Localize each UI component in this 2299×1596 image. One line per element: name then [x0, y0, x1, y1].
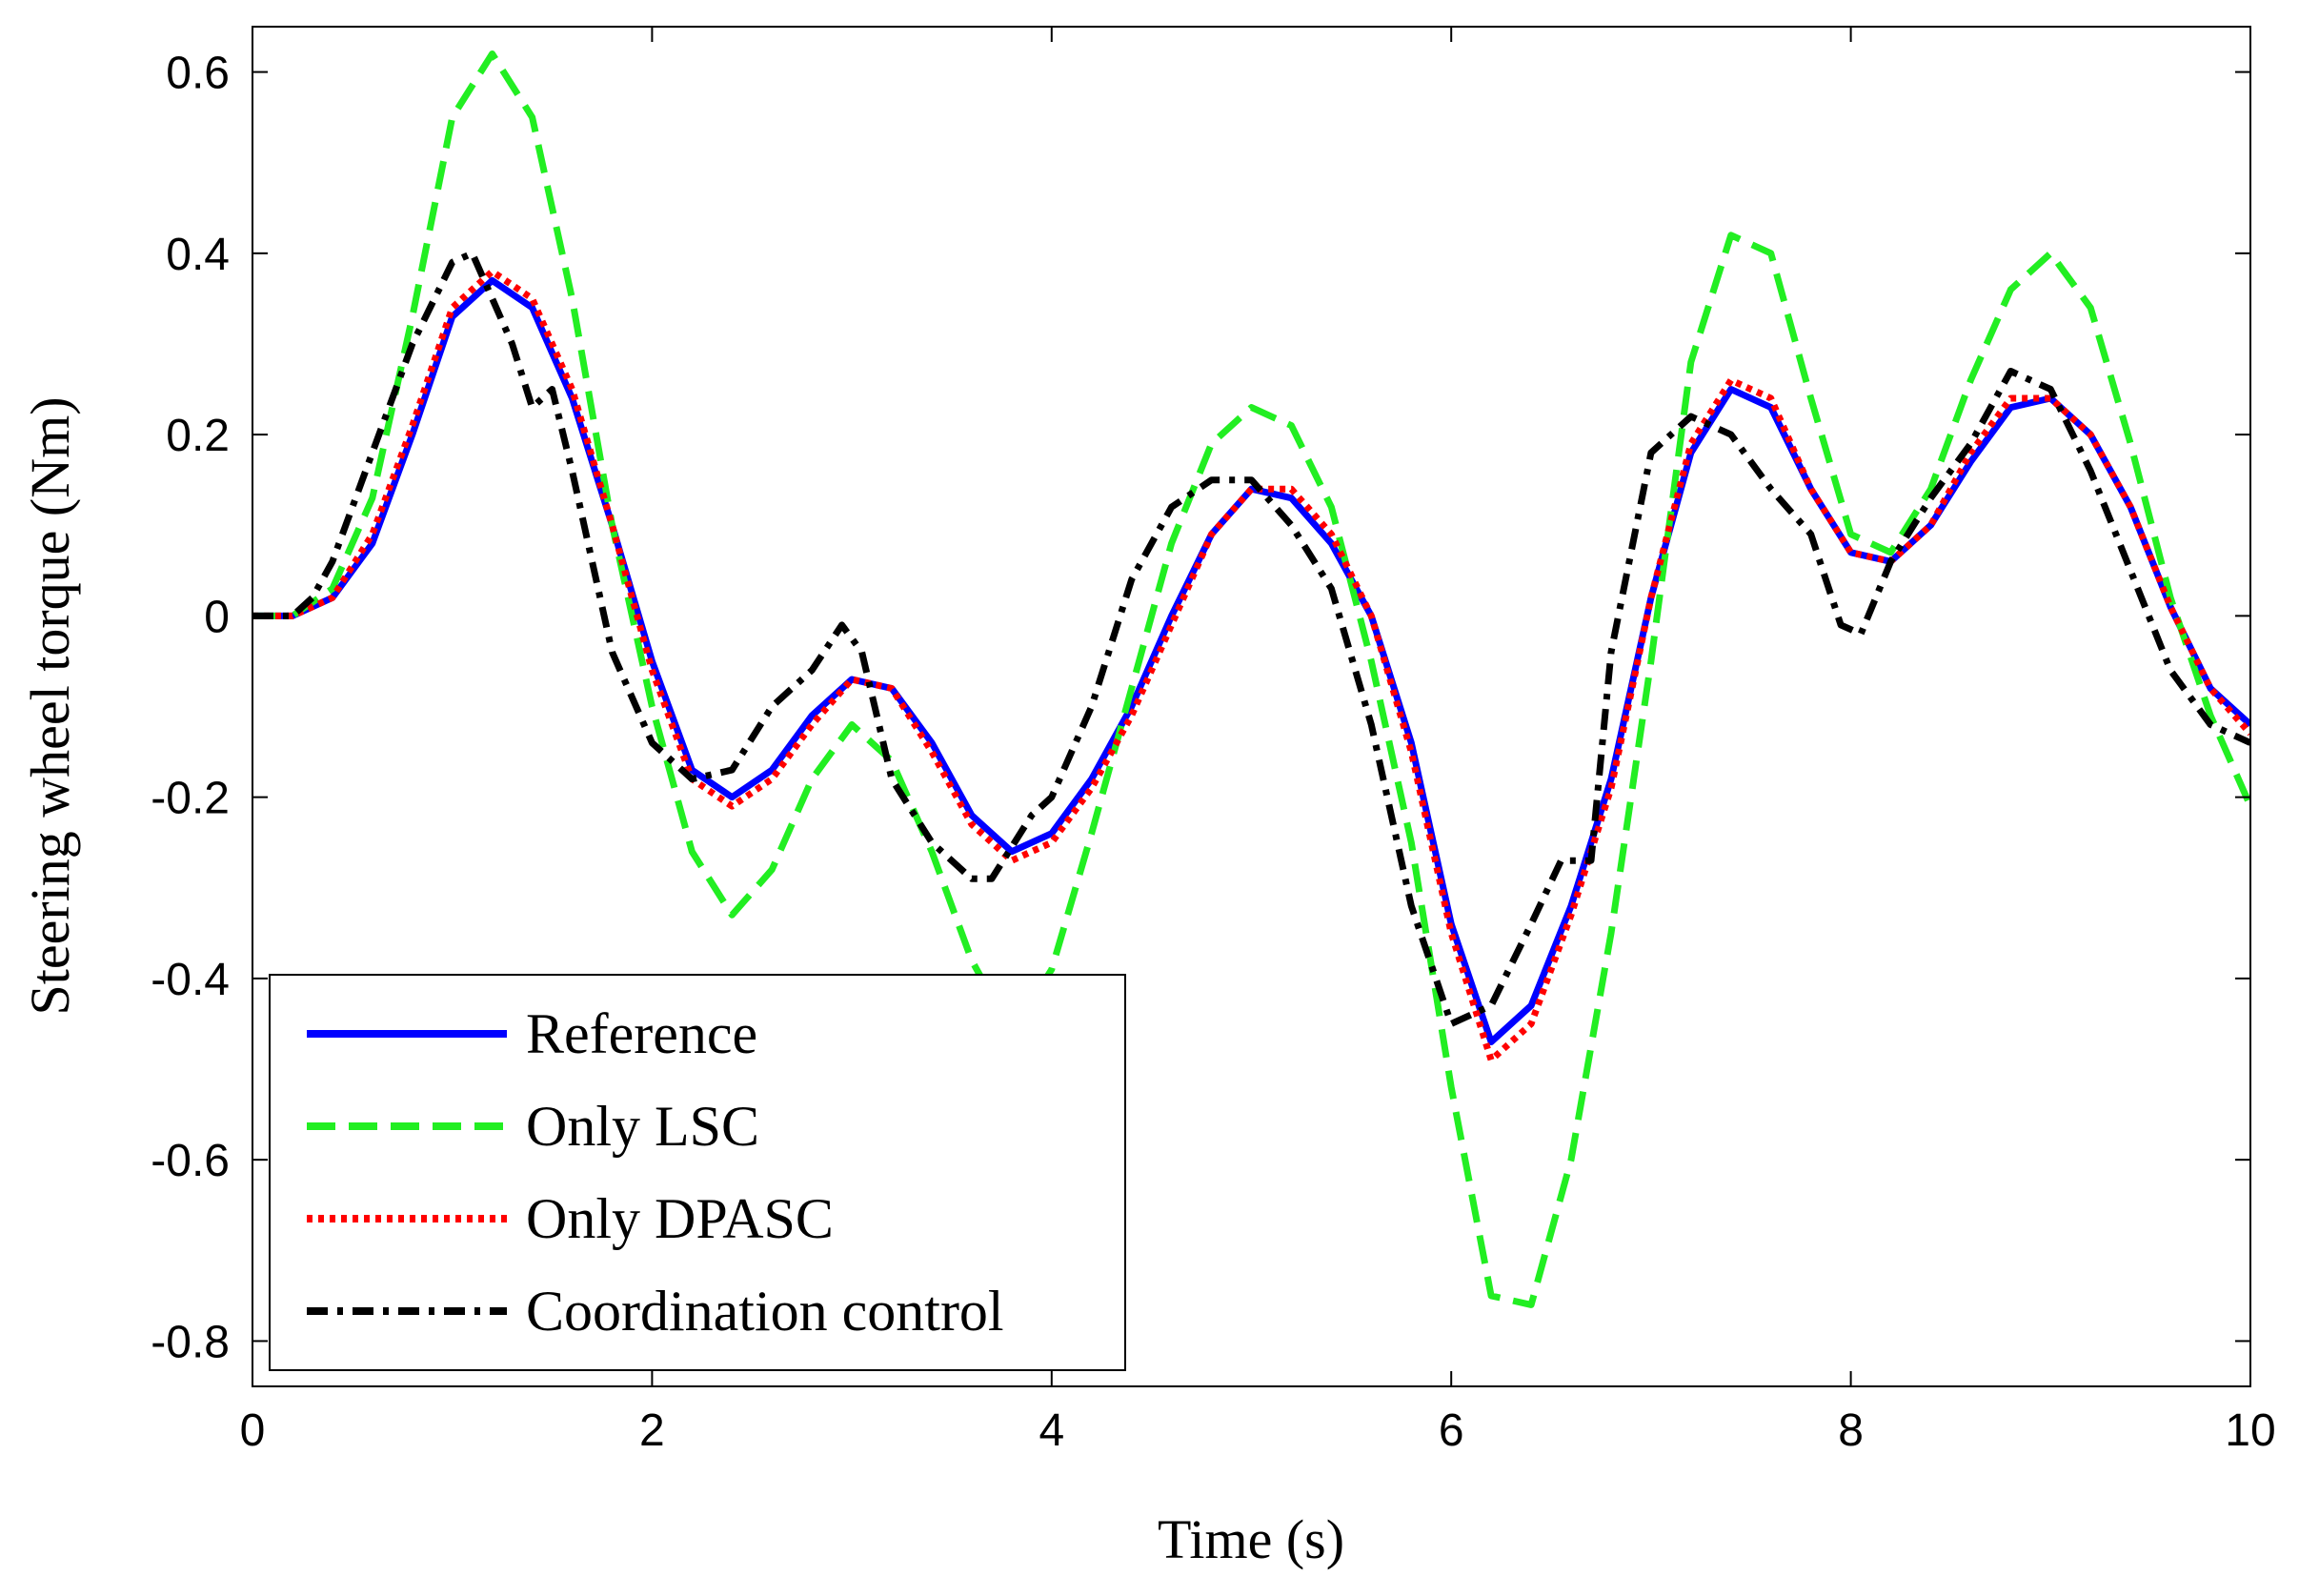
legend-box: [269, 974, 1126, 1371]
x-tick-label: 4: [1039, 1405, 1064, 1456]
x-tick-label: 10: [2225, 1405, 2275, 1456]
y-tick-label: -0.8: [151, 1317, 230, 1367]
series-layer: [252, 51, 2250, 1308]
y-tick-label: 0: [204, 592, 230, 642]
series-line-only-dpasc: [252, 268, 2250, 1063]
y-tick-label: -0.2: [151, 774, 230, 824]
y-tick-label: -0.4: [151, 955, 230, 1005]
legend: Reference Only LSC Only DPASC Coordination …: [269, 974, 1126, 1371]
x-tick-label: 8: [1838, 1405, 1864, 1456]
y-axis: 0.6 0.4 0.2 0 -0.2 -0.4 -0.6 -0.8: [151, 49, 2250, 1367]
x-axis-label: Time (s): [1158, 1508, 1344, 1570]
x-tick-label: 6: [1439, 1405, 1464, 1456]
y-tick-label: 0.6: [166, 49, 230, 99]
legend-label: Only LSC: [526, 1095, 759, 1158]
series-line-only-lsc: [252, 51, 2250, 1308]
y-tick-label: -0.6: [151, 1136, 230, 1186]
legend-label: Coordination control: [526, 1280, 1004, 1343]
y-tick-label: 0.2: [166, 411, 230, 461]
x-axis: 0 2 4 6 8 10: [240, 27, 2276, 1456]
series-line-coordination-control: [252, 250, 2250, 1027]
x-tick-label: 2: [639, 1405, 665, 1456]
y-tick-label: 0.4: [166, 230, 230, 280]
plot-frame: [252, 26, 2251, 1387]
legend-label: Only DPASC: [526, 1187, 834, 1250]
legend-label: Reference: [526, 1002, 757, 1065]
y-axis-label: Steering wheel torque (Nm): [19, 396, 81, 1015]
x-tick-label: 0: [240, 1405, 266, 1456]
